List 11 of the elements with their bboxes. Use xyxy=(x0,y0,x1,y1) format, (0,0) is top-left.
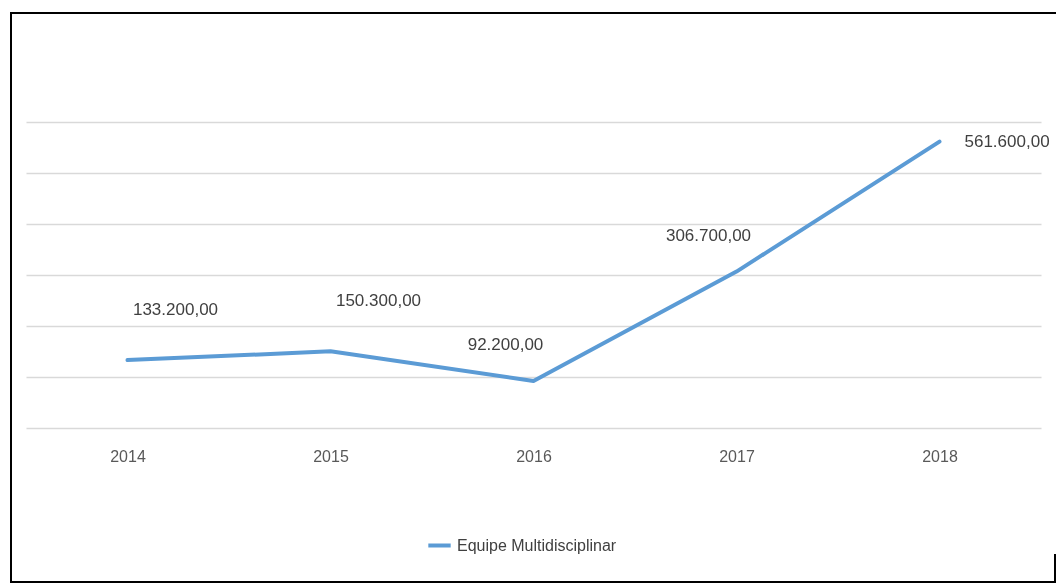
data-label: 150.300,00 xyxy=(335,291,422,311)
x-tick-label: 2015 xyxy=(313,447,349,465)
x-tick-label: 2018 xyxy=(922,447,958,465)
x-tick-label: 2014 xyxy=(110,447,146,465)
x-tick-label: 2017 xyxy=(719,447,755,465)
data-label: 306.700,00 xyxy=(665,225,752,245)
legend-label: Equipe Multidisciplinar xyxy=(457,536,617,554)
data-label: 92.200,00 xyxy=(467,334,544,354)
data-label: 133.200,00 xyxy=(132,300,219,320)
data-label: 561.600,00 xyxy=(964,131,1050,151)
x-tick-label: 2016 xyxy=(516,447,552,465)
